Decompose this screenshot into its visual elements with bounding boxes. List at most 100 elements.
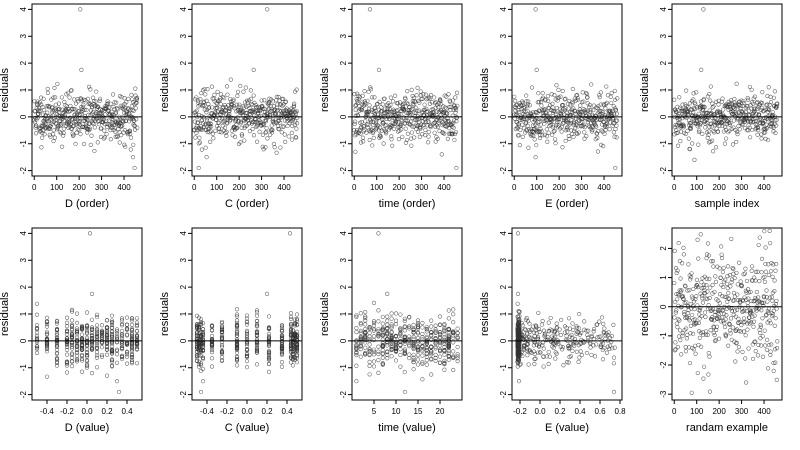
data-point xyxy=(442,345,447,350)
data-point xyxy=(418,89,423,94)
data-point xyxy=(719,255,725,261)
data-point xyxy=(234,329,240,334)
data-point xyxy=(687,360,693,366)
data-point xyxy=(702,105,707,110)
data-point xyxy=(200,357,206,362)
data-point xyxy=(534,143,539,148)
data-point xyxy=(196,362,202,367)
data-point xyxy=(772,278,777,283)
data-point xyxy=(706,253,712,258)
data-point xyxy=(250,120,256,125)
data-point xyxy=(119,133,124,138)
data-point xyxy=(562,330,568,335)
data-point xyxy=(199,91,204,96)
data-point xyxy=(580,90,585,95)
data-point xyxy=(762,229,767,234)
data-point xyxy=(376,358,381,363)
data-point xyxy=(710,149,716,154)
x-tick-label: 0 xyxy=(352,183,357,192)
data-point xyxy=(54,333,60,338)
data-point xyxy=(44,324,50,329)
data-point xyxy=(515,350,520,355)
data-point xyxy=(765,102,770,107)
data-point xyxy=(294,316,300,322)
data-point xyxy=(376,370,381,375)
data-point xyxy=(749,268,754,273)
data-point xyxy=(767,228,772,234)
data-point xyxy=(358,344,363,349)
data-point xyxy=(672,348,678,353)
data-point xyxy=(255,108,260,114)
data-point xyxy=(549,92,554,97)
data-point xyxy=(560,145,565,150)
data-point xyxy=(193,135,198,140)
data-point xyxy=(701,7,706,12)
data-point xyxy=(526,362,531,367)
data-point xyxy=(420,132,425,137)
data-point xyxy=(429,349,434,354)
data-point xyxy=(697,128,702,133)
data-point xyxy=(358,140,364,145)
data-point xyxy=(526,127,532,132)
data-point xyxy=(234,126,239,131)
data-point xyxy=(771,308,777,313)
data-point xyxy=(559,317,564,323)
data-point xyxy=(134,336,140,341)
data-point xyxy=(437,354,443,359)
data-point xyxy=(130,107,135,113)
data-point xyxy=(54,344,60,349)
data-point xyxy=(86,84,92,89)
data-point xyxy=(64,320,70,325)
data-point xyxy=(552,93,557,98)
data-point xyxy=(370,130,375,136)
data-point xyxy=(134,95,140,100)
data-point xyxy=(129,337,135,342)
data-point xyxy=(258,113,263,119)
data-point xyxy=(415,335,421,341)
data-point xyxy=(402,369,407,375)
data-point xyxy=(34,346,40,351)
data-point xyxy=(570,342,576,347)
data-point xyxy=(293,134,298,140)
data-point xyxy=(515,291,521,296)
data-point xyxy=(681,296,686,302)
data-point xyxy=(752,313,757,318)
data-point xyxy=(758,324,764,329)
data-point xyxy=(109,363,115,368)
data-point xyxy=(208,129,213,134)
data-point xyxy=(374,102,380,107)
data-point xyxy=(701,364,707,369)
data-point xyxy=(685,288,690,293)
data-point xyxy=(435,124,441,130)
data-point xyxy=(515,231,521,236)
data-point xyxy=(713,279,719,284)
data-point xyxy=(451,125,456,130)
data-point xyxy=(359,124,364,129)
data-point xyxy=(747,315,752,320)
data-point xyxy=(92,148,97,154)
data-point xyxy=(124,361,130,366)
data-point xyxy=(710,259,716,264)
y-tick-label: 0 xyxy=(659,114,668,119)
data-point xyxy=(273,120,278,125)
data-point xyxy=(367,334,372,339)
data-point xyxy=(407,344,412,349)
x-axis-label: C (value) xyxy=(225,422,270,434)
data-point xyxy=(686,316,691,321)
data-point xyxy=(753,349,758,354)
data-point xyxy=(675,104,680,109)
data-point xyxy=(295,115,300,120)
data-point xyxy=(702,119,707,124)
data-point xyxy=(272,145,277,150)
data-point xyxy=(367,326,372,331)
data-point xyxy=(198,363,204,368)
data-point xyxy=(542,107,547,112)
data-point xyxy=(727,273,733,278)
data-point xyxy=(748,289,753,295)
data-point xyxy=(432,130,437,135)
data-point xyxy=(673,109,679,114)
data-point xyxy=(720,123,725,129)
data-point xyxy=(234,343,240,348)
data-point xyxy=(282,132,287,137)
data-point xyxy=(200,327,206,332)
